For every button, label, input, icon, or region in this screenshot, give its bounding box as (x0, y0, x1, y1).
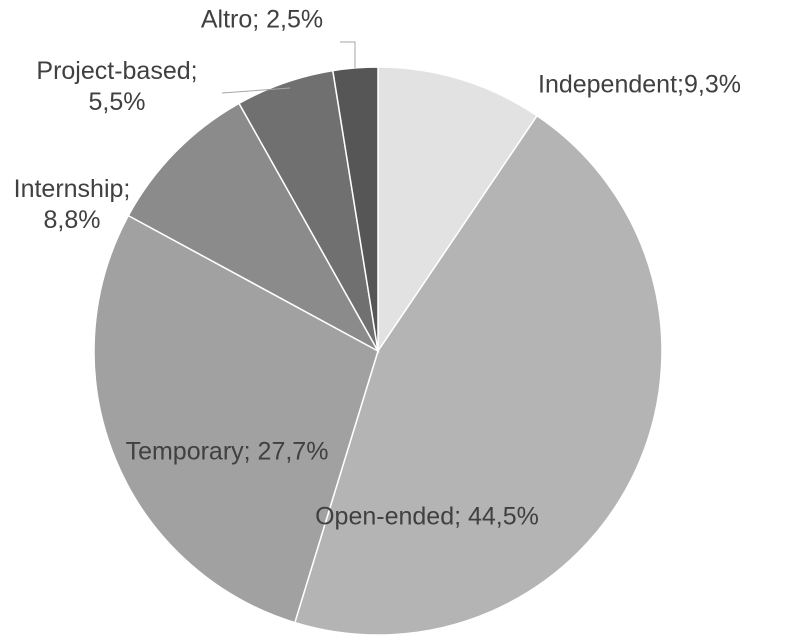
data-label: Independent;9,3% (538, 70, 741, 99)
pie-slice (293, 114, 663, 636)
leader-line (340, 41, 356, 68)
data-label: Internship; 8,8% (13, 175, 131, 234)
leader-line (221, 87, 291, 94)
data-label: Altro; 2,5% (200, 5, 324, 34)
data-label: Project-based; 5,5% (36, 57, 198, 116)
data-label: Open-ended; 44,5% (315, 502, 539, 531)
pie-slice (377, 66, 539, 354)
pie-slice (127, 102, 380, 353)
data-label: Temporary; 27,7% (125, 437, 329, 466)
pie-slice (93, 214, 379, 624)
